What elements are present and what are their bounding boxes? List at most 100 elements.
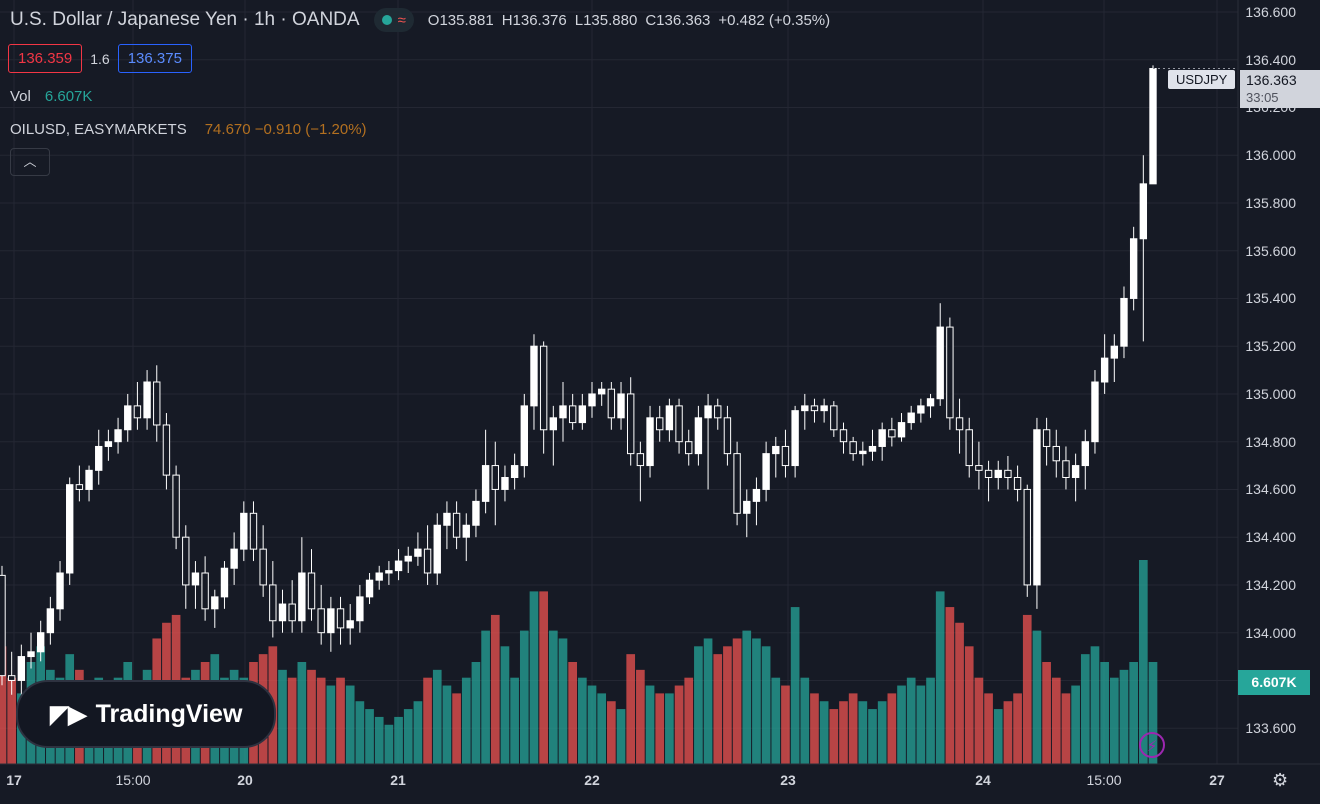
candle-body — [85, 469, 93, 490]
candle-body — [375, 572, 383, 581]
x-tick-label: 24 — [975, 772, 991, 788]
candle-body — [278, 603, 287, 622]
volume-bar — [674, 685, 684, 764]
symbol-price-label: USDJPY — [1168, 70, 1236, 89]
volume-bar — [490, 614, 500, 764]
candle-body — [685, 441, 693, 455]
volume-bar — [1148, 662, 1158, 764]
spread-value: 1.6 — [90, 50, 110, 67]
market-status[interactable]: ≈ — [373, 8, 414, 32]
candle-body — [849, 441, 857, 455]
candle-body — [133, 405, 142, 419]
candle-body — [636, 453, 645, 467]
candle-body — [588, 393, 596, 407]
candle-body — [656, 417, 664, 431]
volume-bar — [1129, 662, 1138, 764]
candle-body — [191, 572, 200, 586]
volume-bar — [316, 677, 326, 764]
y-tick-label: 135.200 — [1245, 338, 1296, 355]
wave-icon: ≈ — [397, 11, 406, 29]
volume-bar — [1100, 662, 1109, 764]
volume-bar — [974, 677, 984, 764]
volume-legend-label: Vol — [10, 88, 31, 105]
volume-bar — [7, 677, 17, 764]
volume-bar — [403, 709, 413, 764]
overlay-name: OILUSD, EASYMARKETS — [10, 121, 187, 138]
volume-bar — [897, 685, 906, 764]
candle-body — [259, 548, 267, 586]
volume-bar — [684, 677, 694, 764]
volume-bar — [539, 591, 548, 764]
volume-bar — [500, 646, 510, 764]
x-tick-label: 27 — [1209, 772, 1225, 788]
volume-bar — [0, 646, 7, 764]
volume-bar — [723, 646, 732, 764]
candle-body — [17, 656, 26, 681]
collapse-legend-button[interactable]: ︿ — [10, 148, 50, 176]
candle-body — [888, 429, 896, 438]
volume-bar — [1071, 685, 1080, 764]
volume-bar — [858, 701, 868, 764]
sell-button[interactable]: 136.359 — [8, 44, 83, 73]
candle-body — [433, 524, 441, 574]
candle-body — [868, 445, 877, 452]
volume-bar — [790, 607, 800, 764]
tradingview-logo[interactable]: ◤▶ TradingView — [16, 680, 276, 748]
candle-body — [404, 555, 412, 562]
candle-body — [385, 570, 393, 574]
ohlc-close: C136.363 — [645, 11, 711, 29]
candle-body — [723, 417, 732, 455]
candle-body — [994, 469, 1002, 478]
volume-bar — [935, 591, 945, 764]
x-tick-label: 23 — [780, 772, 796, 788]
volume-bar — [810, 693, 819, 764]
lightning-icon[interactable]: ⚡ — [1139, 732, 1165, 758]
candle-body — [772, 445, 780, 455]
candle-body — [1081, 441, 1089, 467]
candle-body — [27, 651, 35, 658]
candle-body — [114, 429, 122, 443]
candle-body — [791, 410, 799, 467]
last-price: 136.363 — [1246, 72, 1297, 88]
gear-icon[interactable]: ⚙ — [1272, 770, 1289, 790]
y-tick-label: 134.800 — [1245, 433, 1296, 450]
candle-body — [1013, 477, 1022, 490]
x-tick-label: 15:00 — [115, 772, 151, 788]
tradingview-mark-icon: ◤▶ — [49, 698, 88, 729]
candle-body — [1071, 465, 1080, 478]
candle-body — [1100, 357, 1109, 383]
candle-body — [95, 445, 103, 471]
candle-body — [714, 405, 722, 419]
candle-body — [317, 608, 325, 634]
volume-bar — [993, 709, 1003, 764]
candle-body — [752, 488, 761, 502]
symbol-title[interactable]: U.S. Dollar / Japanese Yen · 1h · OANDA — [10, 9, 360, 30]
volume-bar — [877, 701, 887, 764]
volume-bar — [287, 677, 297, 764]
volume-bar — [307, 669, 316, 764]
volume-bar — [1003, 701, 1013, 764]
volume-bar — [355, 701, 365, 764]
volume-legend[interactable]: Vol 6.607K — [10, 88, 92, 105]
volume-bar — [665, 693, 674, 764]
candle-body — [597, 388, 606, 395]
bar-countdown: 33:05 — [1246, 90, 1279, 105]
candle-body — [1042, 429, 1051, 447]
candle-body — [452, 512, 461, 538]
candle-body — [936, 326, 944, 400]
volume-bar — [800, 677, 810, 764]
candle-body — [830, 405, 838, 431]
candle-body — [365, 579, 374, 598]
volume-bar — [839, 701, 848, 764]
volume-bar — [819, 701, 829, 764]
candle-body — [965, 429, 973, 467]
buy-button[interactable]: 136.375 — [117, 44, 192, 73]
candle-body — [501, 477, 509, 490]
overlay-legend[interactable]: OILUSD, EASYMARKETS 74.670 −0.910 (−1.20… — [10, 121, 367, 138]
y-tick-label: 135.000 — [1245, 385, 1296, 402]
volume-bar — [713, 654, 723, 764]
x-tick-label: 22 — [584, 772, 600, 788]
volume-bar — [626, 654, 636, 764]
volume-bar — [1022, 614, 1032, 764]
